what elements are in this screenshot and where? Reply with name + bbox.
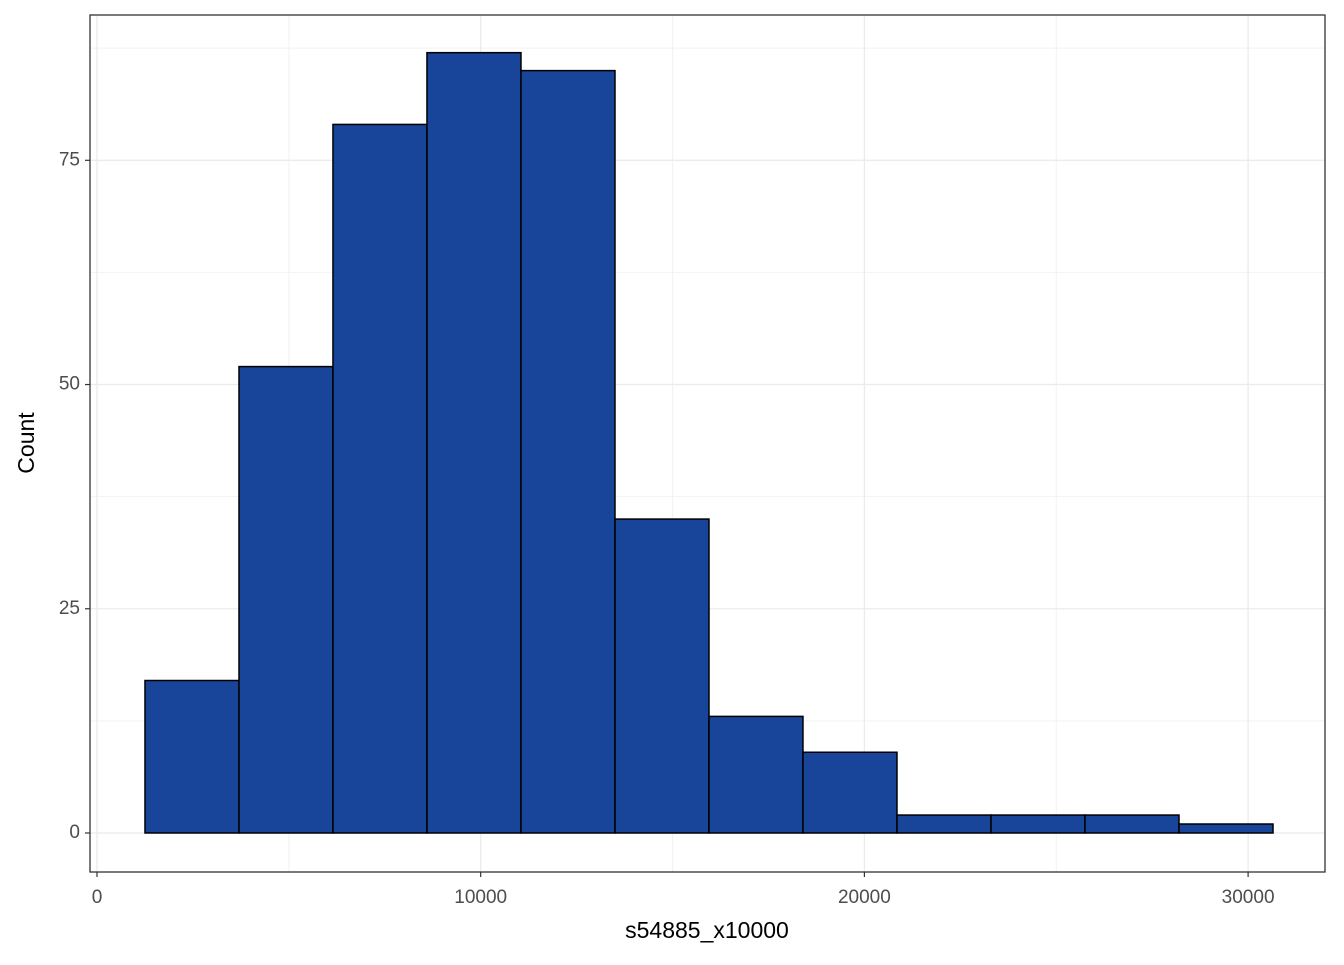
bar [520, 69, 616, 834]
bar [238, 365, 334, 834]
bar [708, 715, 804, 834]
bar [896, 814, 992, 834]
x-axis-title: s54885_x10000 [625, 917, 789, 943]
x-tick-label: 20000 [838, 887, 891, 908]
panel-border [89, 14, 1326, 873]
bar [1084, 814, 1180, 834]
y-tick-label: 75 [59, 149, 80, 170]
y-tick-label: 50 [59, 374, 80, 395]
bar [990, 814, 1086, 834]
y-tick-label: 25 [59, 598, 80, 619]
x-tick-label: 30000 [1222, 887, 1275, 908]
bar [614, 518, 710, 834]
bar [1178, 823, 1274, 834]
bar [802, 751, 898, 834]
x-tick-label: 10000 [454, 887, 507, 908]
x-tick-label: 0 [92, 887, 103, 908]
y-tick-label: 0 [69, 822, 80, 843]
bar [332, 123, 428, 834]
bar [426, 51, 522, 834]
y-axis-title: Count [13, 412, 39, 474]
bar [144, 679, 240, 834]
